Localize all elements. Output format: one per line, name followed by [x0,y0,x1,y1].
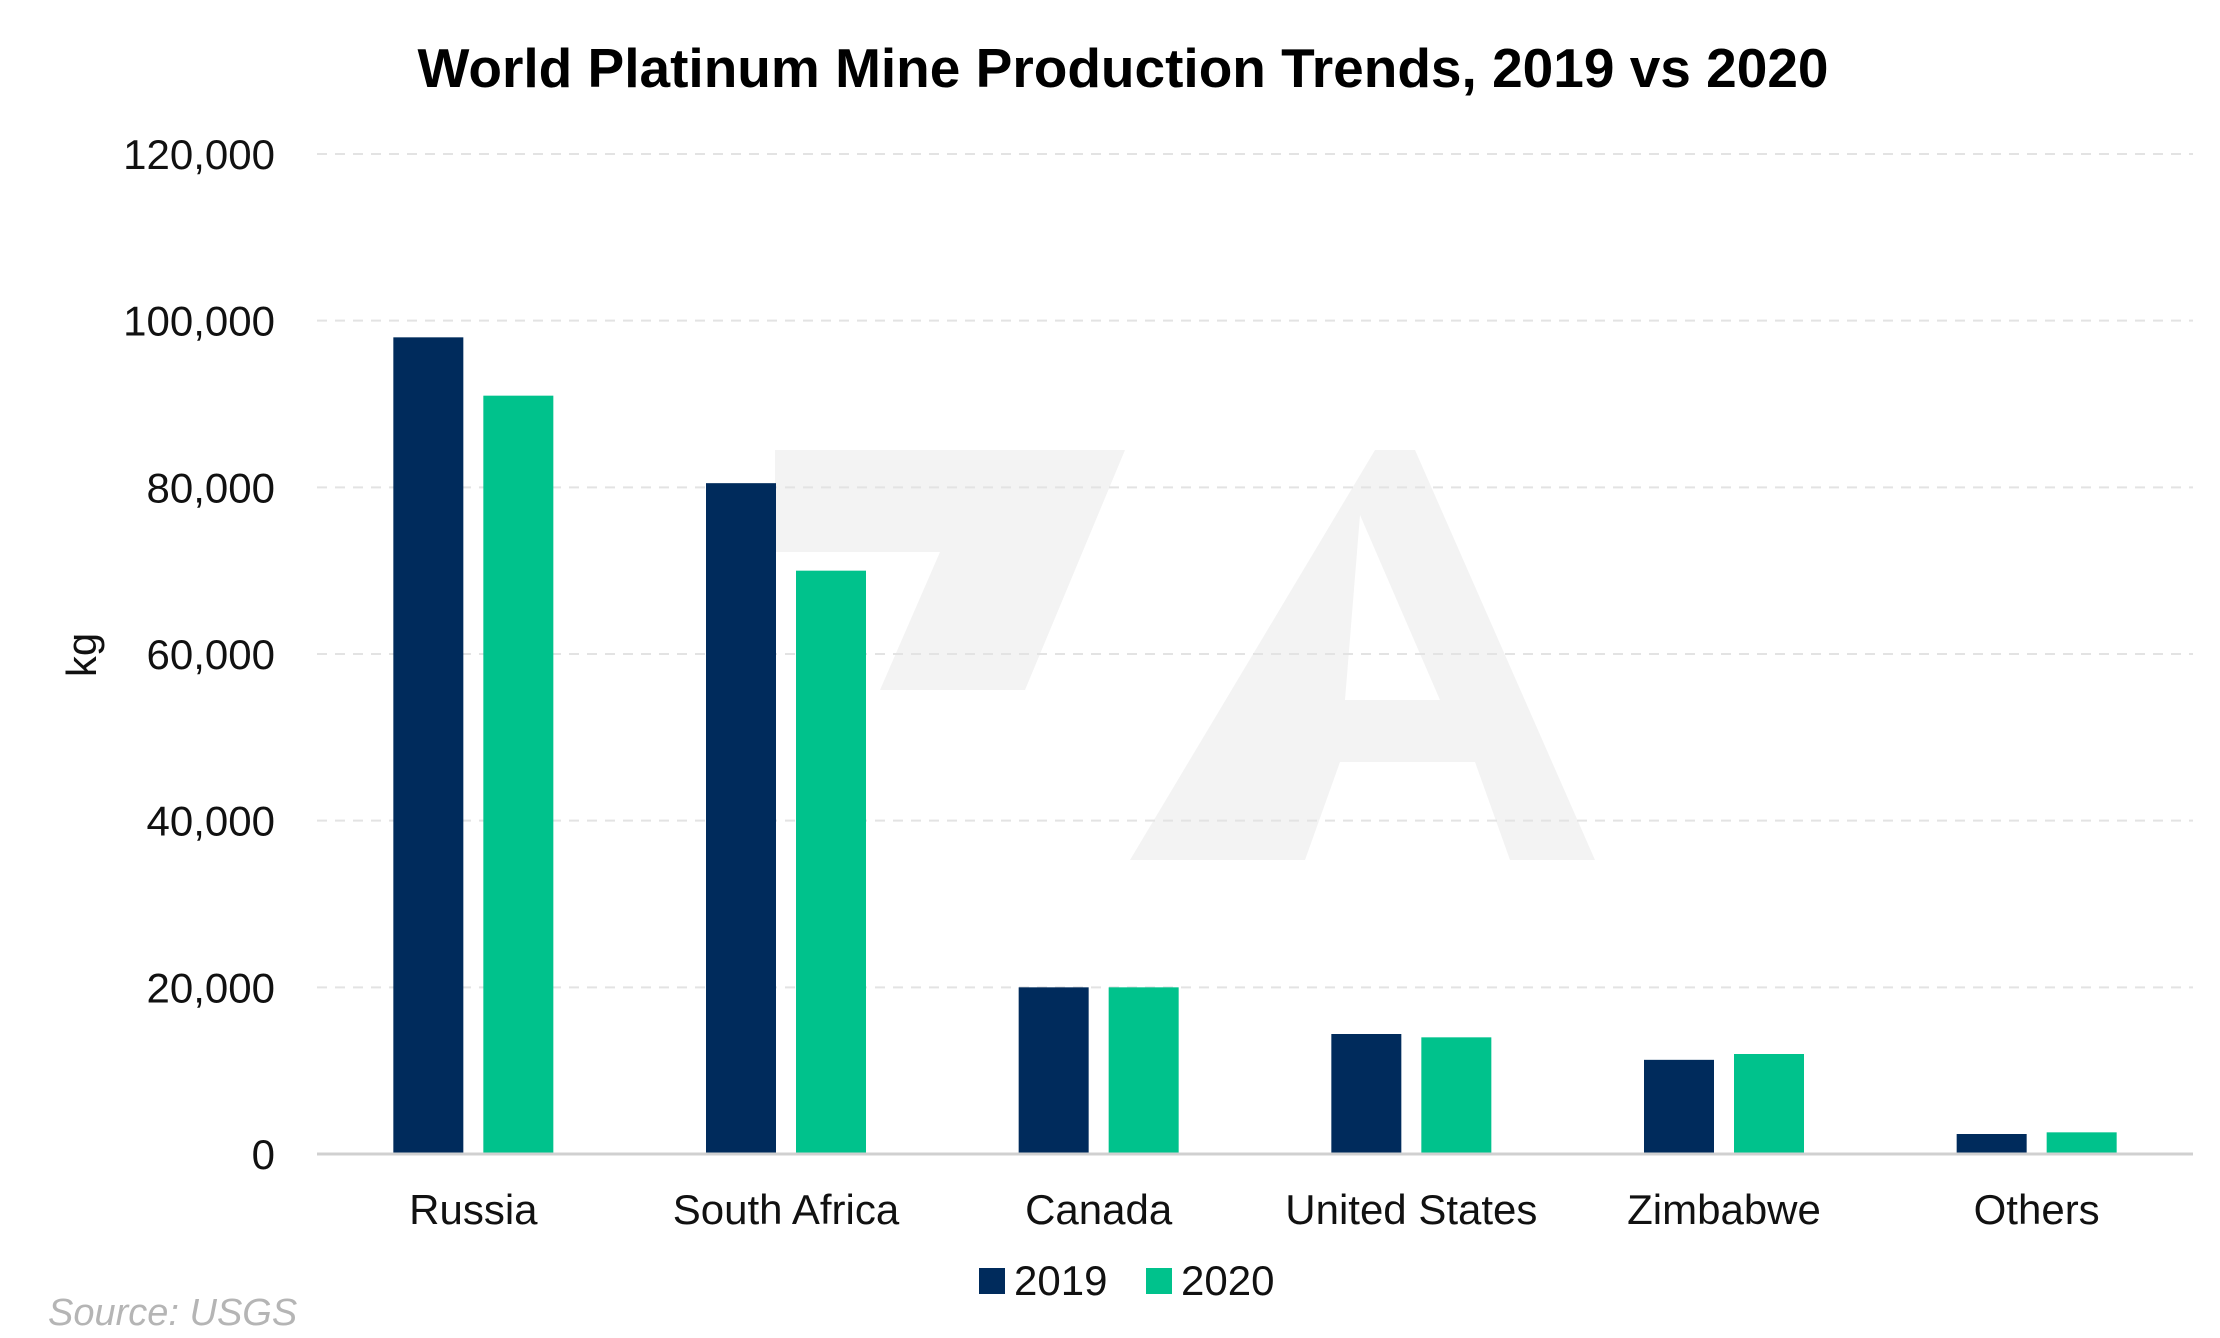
legend: 2019 2020 [979,1257,1274,1304]
bar-2019-russia [393,337,464,1154]
legend-swatch-2019 [979,1268,1005,1294]
y-tick-label: 0 [252,1131,275,1178]
bar-2020-zimbabwe [1734,1054,1804,1154]
bars [393,337,2117,1155]
x-category-label: Zimbabwe [1627,1186,1821,1233]
legend-label-2019: 2019 [1014,1257,1107,1304]
source-note: Source: USGS [48,1292,297,1334]
bar-2019-united-states [1331,1034,1402,1154]
y-tick-label: 80,000 [147,464,275,511]
x-category-label: Others [1974,1186,2100,1233]
bar-2020-others [2046,1132,2117,1154]
grid-lines [317,153,2193,989]
bar-2019-others [1956,1134,2027,1154]
y-tick-label: 100,000 [123,298,275,345]
legend-swatch-2020 [1146,1268,1172,1294]
bar-2020-canada [1108,987,1179,1154]
y-axis-label: kg [58,633,105,677]
bar-2020-russia [483,395,554,1155]
legend-label-2020: 2020 [1181,1257,1274,1304]
x-category-label: South Africa [673,1186,900,1233]
y-tick-label: 20,000 [147,964,275,1011]
x-category-label: Russia [409,1186,538,1233]
y-tick-label: 60,000 [147,631,275,678]
x-category-label: Canada [1025,1186,1173,1233]
bar-2019-canada [1018,987,1089,1154]
bar-2020-united-states [1421,1037,1492,1154]
x-axis-categories: Russia South Africa Canada United States Zim… [409,1186,2100,1233]
y-tick-label: 120,000 [123,131,275,178]
y-axis-ticks: 0 20,000 40,000 60,000 80,000 100,000 120,000 [123,131,275,1178]
bar-2019-south-africa [706,483,776,1155]
bar-2019-zimbabwe [1644,1059,1714,1154]
bar-2020-south-africa [796,570,866,1154]
y-tick-label: 40,000 [147,798,275,845]
chart-title: World Platinum Mine Production Trends, 2… [417,37,1828,99]
x-category-label: United States [1285,1186,1537,1233]
